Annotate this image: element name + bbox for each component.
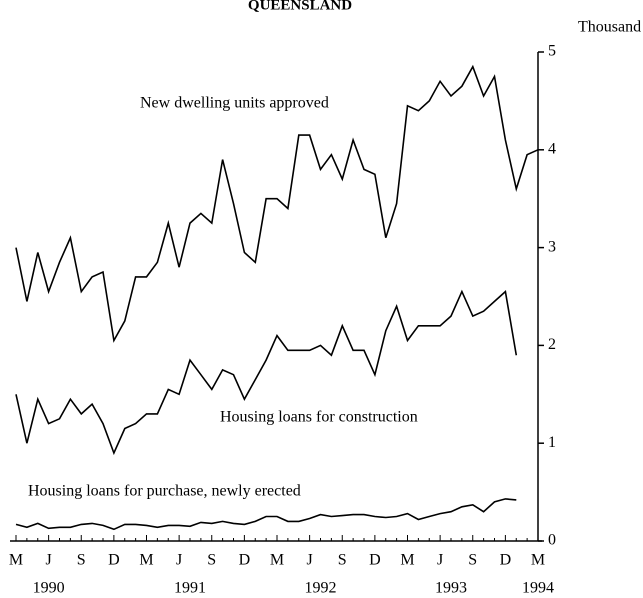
series-line (15, 289, 518, 456)
x-tick-label: S (77, 552, 86, 569)
x-tick-label: J (307, 552, 313, 569)
x-tick-label: D (108, 552, 120, 569)
y-tick-label: 0 (548, 532, 556, 549)
series-label: Housing loans for purchase, newly erecte… (28, 483, 301, 500)
year-label: 1993 (435, 580, 467, 597)
year-label: 1990 (33, 580, 65, 597)
series-label: New dwelling units approved (140, 95, 329, 112)
y-tick-label: 3 (548, 238, 556, 255)
year-label: 1994 (522, 580, 554, 597)
year-label: 1992 (305, 580, 337, 597)
chart-title: QUEENSLAND (248, 0, 352, 13)
x-tick-label: M (400, 552, 414, 569)
y-tick-label: 4 (548, 140, 556, 157)
y-tick-label: 5 (548, 43, 556, 60)
series-label: Housing loans for construction (220, 409, 418, 426)
y-tick-label: 1 (548, 434, 556, 451)
x-tick-label: S (207, 552, 216, 569)
x-tick-label: D (369, 552, 381, 569)
x-tick-label: M (9, 552, 23, 569)
series-line (15, 64, 539, 343)
x-tick-label: S (468, 552, 477, 569)
x-tick-label: M (139, 552, 153, 569)
year-label: 1991 (174, 580, 206, 597)
x-tick-label: J (176, 552, 182, 569)
x-tick-label: M (270, 552, 284, 569)
y-axis-label: Thousand (578, 19, 641, 36)
x-tick-label: J (437, 552, 443, 569)
x-tick-label: M (531, 552, 545, 569)
y-tick-label: 2 (548, 336, 556, 353)
x-tick-label: S (338, 552, 347, 569)
series-line (15, 498, 517, 531)
x-tick-label: D (500, 552, 512, 569)
x-tick-label: D (239, 552, 251, 569)
x-tick-label: J (46, 552, 52, 569)
